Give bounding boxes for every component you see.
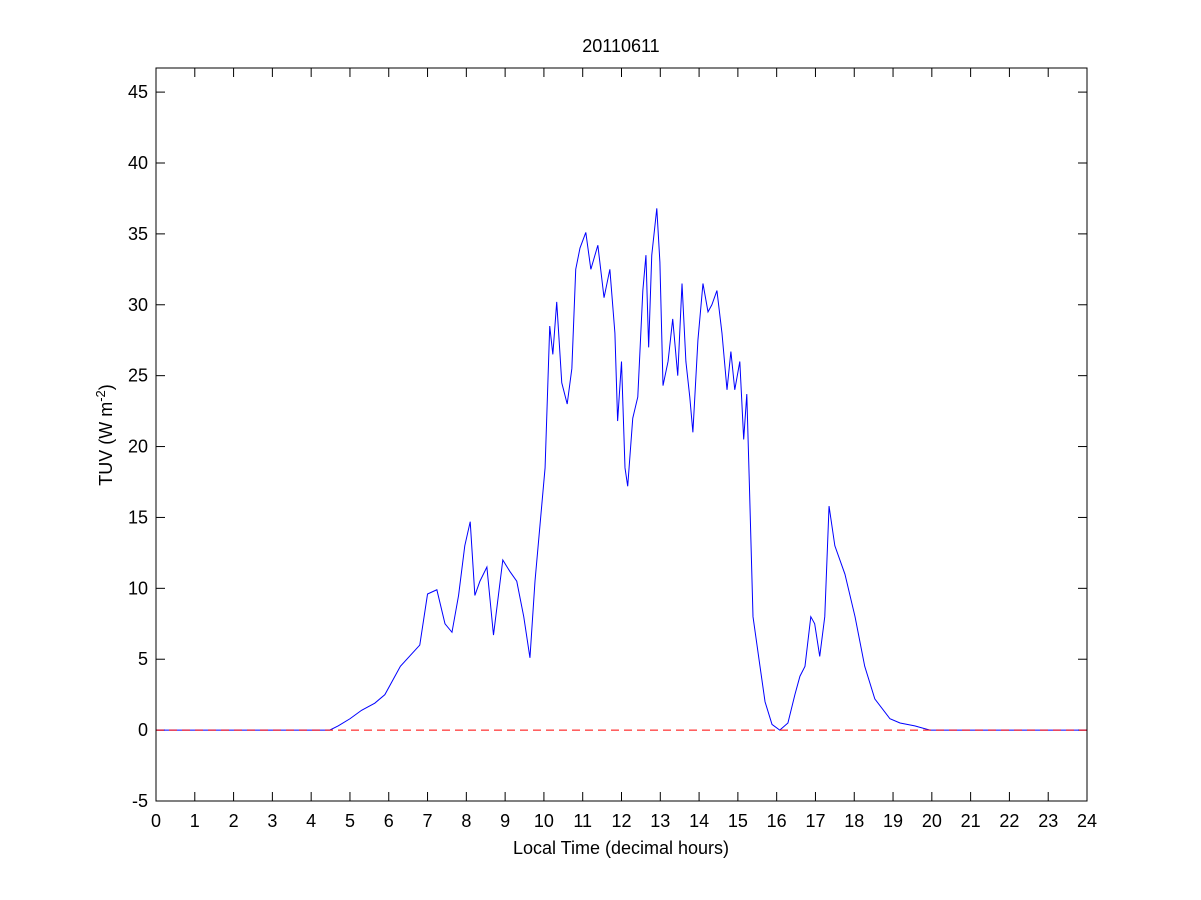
x-tick-label: 17	[805, 811, 825, 831]
y-tick-label: 5	[138, 649, 148, 669]
x-tick-label: 13	[650, 811, 670, 831]
x-tick-label: 8	[461, 811, 471, 831]
x-tick-label: 6	[384, 811, 394, 831]
x-tick-label: 3	[267, 811, 277, 831]
y-axis-label-end: )	[96, 384, 116, 390]
plot-frame	[155, 67, 1088, 802]
x-tick-label: 2	[229, 811, 239, 831]
x-tick-label: 1	[190, 811, 200, 831]
x-tick-label: 15	[728, 811, 748, 831]
y-tick-label: 20	[128, 437, 148, 457]
x-tick-label: 4	[306, 811, 316, 831]
x-tick-label: 12	[611, 811, 631, 831]
y-axis-label-text: TUV (W m	[96, 402, 116, 486]
y-tick-label: 40	[128, 153, 148, 173]
x-tick-label: 22	[999, 811, 1019, 831]
x-tick-label: 23	[1038, 811, 1058, 831]
x-tick-label: 10	[534, 811, 554, 831]
y-tick-label: 30	[128, 295, 148, 315]
y-tick-label: 25	[128, 366, 148, 386]
x-tick-label: 14	[689, 811, 709, 831]
x-tick-label: 19	[883, 811, 903, 831]
y-tick-label: 45	[128, 82, 148, 102]
y-tick-label: -5	[132, 791, 148, 811]
x-tick-label: 20	[922, 811, 942, 831]
y-tick-label: 10	[128, 578, 148, 598]
y-axis-label-exponent: -2	[93, 390, 108, 402]
x-tick-label: 24	[1077, 811, 1097, 831]
y-tick-label: 35	[128, 224, 148, 244]
x-tick-label: 16	[767, 811, 787, 831]
x-axis-label: Local Time (decimal hours)	[513, 838, 729, 858]
x-tick-label: 9	[500, 811, 510, 831]
x-tick-label: 21	[961, 811, 981, 831]
data-line	[156, 208, 1087, 731]
y-axis-label: TUV (W m-2)	[93, 384, 116, 486]
chart-title: 20110611	[582, 36, 659, 56]
y-tick-label: 0	[138, 720, 148, 740]
x-tick-label: 0	[151, 811, 161, 831]
x-tick-label: 11	[573, 811, 592, 831]
x-tick-label: 7	[423, 811, 433, 831]
y-tick-label: 15	[128, 507, 148, 527]
x-tick-label: 18	[844, 811, 864, 831]
x-tick-label: 5	[345, 811, 355, 831]
